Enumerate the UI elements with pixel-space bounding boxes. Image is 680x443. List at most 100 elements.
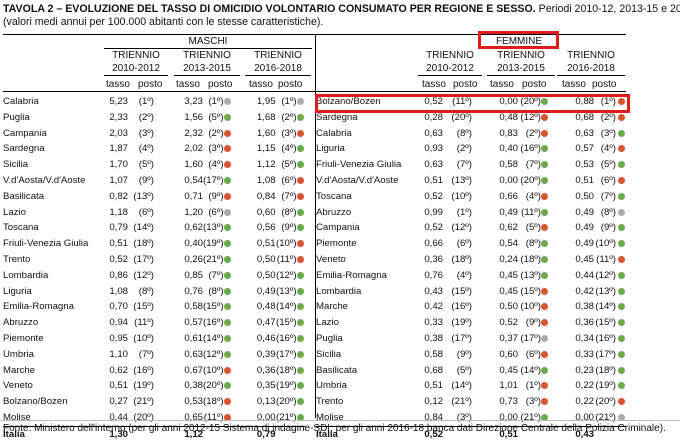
rate-value: 0,54	[184, 174, 203, 186]
rate-value: 0,76	[424, 269, 443, 281]
table-subtitle: (valori medi annui per 100.000 abitanti …	[3, 16, 324, 28]
trend-cell	[224, 252, 232, 268]
rate-value: 0,73	[499, 396, 518, 408]
rank-value: (14º)	[451, 380, 472, 392]
trend-cell	[616, 410, 626, 426]
group-femmine: FEMMINE	[495, 36, 543, 47]
table-row: Emilia-Romagna 0,76 (4º) 0,45 (13º) 0,44 (12º)	[316, 268, 626, 284]
region-name: Friuli-Venezia Giulia	[3, 238, 89, 250]
rank-value: (16º)	[203, 317, 224, 329]
trend-cell	[224, 141, 232, 157]
sub-tasso-m2: tasso	[176, 79, 200, 90]
period-label: TRIENNIO	[567, 50, 615, 61]
rank-value: (4º)	[600, 143, 616, 155]
region-name: Basilicata	[316, 364, 358, 376]
rank-value: (8º)	[600, 206, 616, 218]
rate-value: 0,44	[575, 269, 594, 281]
trend-dot-icon	[617, 208, 625, 216]
trend-cell	[541, 189, 548, 205]
trend-dot-icon	[224, 319, 232, 327]
region-name: Lazio	[316, 317, 339, 329]
rank-value: (20º)	[203, 380, 224, 392]
title-bold: TAVOLA 2 – EVOLUZIONE DEL TASSO DI OMICI…	[3, 3, 536, 15]
trend-cell	[616, 252, 626, 268]
rate-value: 0,00	[256, 411, 276, 423]
rate-value: 0,65	[184, 411, 203, 423]
rank-value: (11º)	[203, 411, 224, 423]
table-row: Puglia 0,38 (17º) 0,37 (17º) 0,34 (16º)	[316, 331, 626, 347]
source-footer: Fonte: Ministero dell'interno (per gli a…	[3, 423, 666, 434]
trend-dot-icon	[617, 113, 625, 121]
trend-dot-icon	[541, 398, 548, 406]
table-row: Marche 0,42 (16º) 0,50 (10º) 0,38 (14º)	[316, 299, 626, 315]
table-row: Lazio 1,18 (6º) 1,20 (6º) 0,60 (8º)	[3, 205, 305, 221]
trend-cell	[224, 315, 232, 331]
rate-value: 1,56	[184, 111, 203, 123]
rate-value: 0,45	[575, 253, 594, 265]
rate-value: 0,45	[499, 364, 518, 376]
empty-cell	[594, 425, 616, 443]
total-label: Italia	[316, 425, 418, 443]
trend-dot-icon	[617, 398, 625, 406]
sub-tasso-f2: tasso	[490, 79, 514, 90]
trend-dot-icon	[617, 97, 625, 105]
rank-value: (13º)	[451, 174, 472, 186]
rank-value: (3º)	[456, 411, 472, 423]
trend-dot-icon	[224, 240, 232, 248]
region-name: Friuli-Venezia Giulia	[316, 159, 402, 171]
trend-dot-icon	[297, 413, 305, 421]
rank-value: (14º)	[276, 301, 297, 313]
trend-cell	[616, 284, 626, 300]
rank-value: (21º)	[203, 253, 224, 265]
rank-value: (2º)	[600, 111, 616, 123]
rank-value: (17º)	[520, 332, 541, 344]
rate-value: 0,44	[109, 411, 128, 423]
trend-dot-icon	[617, 224, 625, 232]
trend-dot-icon	[224, 366, 232, 374]
period-m-2: TRIENNIO 2013-2015	[174, 50, 240, 76]
rank-value: (16º)	[595, 332, 616, 344]
rate-value: 0,51	[424, 380, 443, 392]
table-row: Abruzzo 0,94 (11º) 0,57 (16º) 0,47 (15º)	[3, 315, 305, 331]
rank-value: (9º)	[525, 317, 541, 329]
rate-value: 0,60	[499, 348, 518, 360]
rank-value: (15º)	[451, 285, 472, 297]
rate-value: 0,58	[499, 159, 518, 171]
rate-value: 0,67	[184, 364, 203, 376]
trend-cell	[616, 205, 626, 221]
rate-value: 1,20	[184, 206, 203, 218]
rank-value: (1º)	[138, 96, 154, 107]
rank-value: (12º)	[451, 222, 472, 234]
rank-value: (14º)	[595, 301, 616, 313]
trend-dot-icon	[617, 161, 625, 169]
period-f-3: TRIENNIO 2016-2018	[557, 50, 625, 76]
table-row: Emilia-Romagna 0,70 (15º) 0,58 (15º) 0,48 (14º…	[3, 299, 305, 315]
rate-value: 0,38	[575, 301, 594, 313]
table-row: Piemonte 0,66 (6º) 0,54 (8º) 0,49 (10º)	[316, 236, 626, 252]
total-row: Italia 1,30 1,12 0,79	[3, 425, 305, 443]
trend-dot-icon	[617, 192, 625, 200]
rate-value: 0,37	[499, 332, 518, 344]
trend-dot-icon	[541, 176, 548, 184]
trend-cell	[297, 94, 305, 110]
rank-value: (15º)	[595, 317, 616, 329]
rate-value: 0,49	[575, 238, 594, 250]
rate-value: 0,00	[499, 96, 518, 107]
period-f-1: TRIENNIO 2010-2012	[418, 50, 482, 76]
trend-dot-icon	[617, 350, 625, 358]
trend-cell	[616, 331, 626, 347]
sub-posto-m2: posto	[208, 79, 233, 90]
table-row: Basilicata 0,82 (13º) 0,71 (9º) 0,84 (7º)	[3, 189, 305, 205]
rank-value: (8º)	[281, 206, 297, 218]
rank-value: (11º)	[452, 96, 472, 107]
rank-value: (2º)	[525, 127, 541, 139]
trend-dot-icon	[541, 271, 548, 279]
rate-value: 2,03	[109, 127, 128, 139]
table-row: Campania 0,52 (12º) 0,62 (5º) 0,49 (9º)	[316, 220, 626, 236]
period-years: 2013-2015	[487, 63, 555, 76]
trend-cell	[224, 378, 232, 394]
trend-dot-icon	[224, 287, 232, 295]
rank-value: (21º)	[451, 396, 472, 408]
rate-value: 0,49	[256, 285, 276, 297]
rank-value: (10º)	[595, 238, 616, 250]
